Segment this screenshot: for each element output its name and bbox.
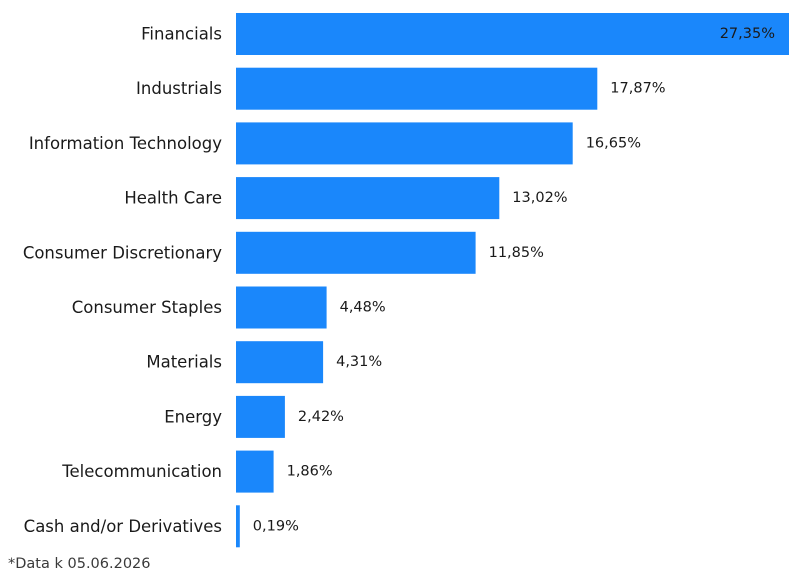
bars-layer bbox=[236, 13, 789, 548]
bar-materials bbox=[236, 341, 324, 384]
category-labels: Financials Industrials Information Technol… bbox=[23, 25, 222, 536]
category-label: Consumer Staples bbox=[72, 298, 222, 317]
category-label: Financials bbox=[141, 25, 222, 44]
category-label: Energy bbox=[164, 407, 222, 426]
bar-telecommunication bbox=[236, 450, 274, 493]
value-label: 4,31% bbox=[336, 354, 382, 370]
category-label: Health Care bbox=[124, 189, 222, 208]
bar-industrials bbox=[236, 67, 598, 110]
category-label: Telecommunication bbox=[61, 462, 222, 481]
bar-consumer-discretionary bbox=[236, 231, 476, 274]
value-label: 16,65% bbox=[586, 135, 641, 151]
value-label: 11,85% bbox=[489, 245, 544, 261]
data-date-footnote: *Data k 05.06.2026 bbox=[8, 556, 151, 572]
value-label: 0,19% bbox=[253, 518, 299, 534]
value-label: 27,35% bbox=[720, 26, 775, 42]
value-label: 2,42% bbox=[298, 409, 344, 425]
category-label: Consumer Discretionary bbox=[23, 243, 222, 262]
bar-information-technology bbox=[236, 122, 573, 165]
value-label: 4,48% bbox=[340, 300, 386, 316]
category-label: Cash and/or Derivatives bbox=[24, 517, 222, 536]
bar-cash-and-or-derivatives bbox=[236, 505, 240, 548]
bar-health-care bbox=[236, 177, 500, 220]
value-label: 13,02% bbox=[512, 190, 567, 206]
bar-consumer-staples bbox=[236, 286, 327, 329]
bar-energy bbox=[236, 395, 285, 438]
category-label: Industrials bbox=[136, 79, 222, 98]
value-label: 1,86% bbox=[287, 464, 333, 480]
bar-financials bbox=[236, 13, 789, 55]
value-label: 17,87% bbox=[610, 81, 665, 97]
category-label: Materials bbox=[146, 353, 222, 372]
category-label: Information Technology bbox=[29, 134, 222, 153]
value-labels: 27,35% 17,87% 16,65% 13,02% 11,85% 4,48% 4,31%… bbox=[253, 26, 775, 534]
